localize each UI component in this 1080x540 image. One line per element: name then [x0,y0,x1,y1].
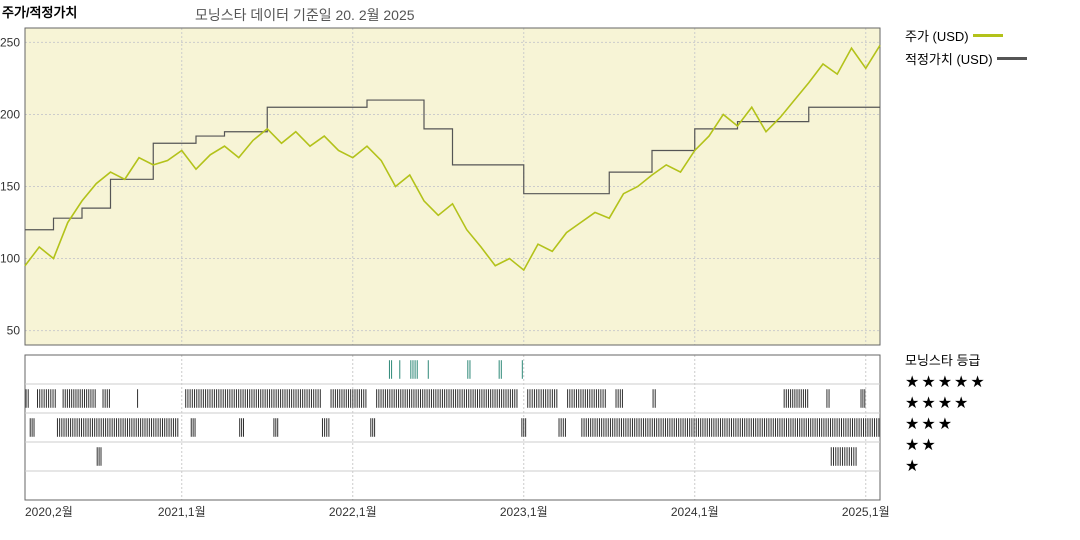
svg-text:2023,1월: 2023,1월 [500,505,548,519]
svg-text:2024,1월: 2024,1월 [671,505,719,519]
svg-text:2021,1월: 2021,1월 [158,505,206,519]
svg-text:150: 150 [0,180,20,194]
svg-text:50: 50 [7,324,21,338]
rating-stars: ★★★★★★★★★★★★★★★ [905,372,987,477]
svg-text:2020,2월: 2020,2월 [25,505,73,519]
svg-text:2022,1월: 2022,1월 [329,505,377,519]
legend-price-label: 주가 (USD) [905,26,969,45]
svg-text:100: 100 [0,252,20,266]
svg-text:2025,1월: 2025,1월 [842,505,890,519]
legend-fv-label: 적정가치 (USD) [905,49,993,68]
legend-price-swatch [973,34,1003,37]
rating-title: 모닝스타 등급 [905,350,980,369]
legend-fv-swatch [997,57,1027,60]
chart-title: 주가/적정가치 [2,2,77,21]
svg-text:250: 250 [0,35,20,49]
svg-text:200: 200 [0,107,20,121]
chart-area: 50 100 150 200 250 2020,2월 2021,1월 2022,1월 2023,… [0,20,895,520]
legend: 주가 (USD) 적정가치 (USD) [905,26,1027,72]
